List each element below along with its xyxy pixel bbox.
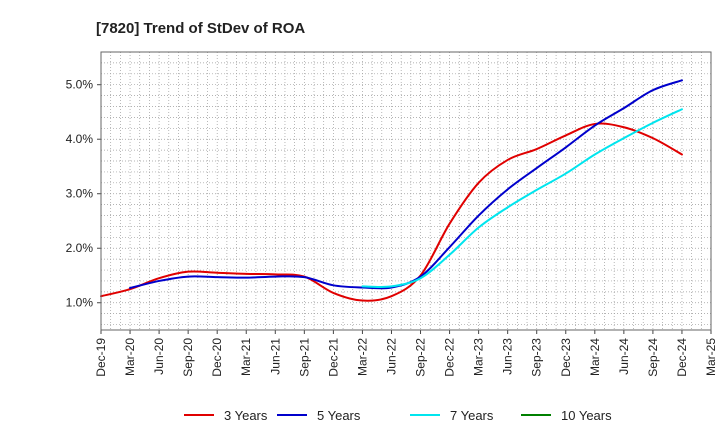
legend-label-5-years: 5 Years [317, 408, 361, 423]
x-tick-label: Jun-24 [617, 338, 631, 375]
x-tick-label: Dec-23 [559, 338, 573, 377]
y-tick-label: 5.0% [66, 78, 94, 92]
legend-label-3-years: 3 Years [224, 408, 268, 423]
legend-label-10-years: 10 Years [561, 408, 612, 423]
series-line-3-years [100, 122, 683, 302]
x-tick-label: Mar-20 [123, 338, 137, 376]
y-axis: 1.0% 2.0% 3.0% 4.0% 5.0% [66, 78, 101, 310]
x-tick-label: Dec-20 [210, 338, 224, 377]
x-tick-label: Mar-23 [472, 338, 486, 376]
series-line-7-years [361, 108, 683, 288]
grid [100, 51, 712, 330]
x-tick-label: Dec-21 [326, 338, 340, 377]
x-tick-label: Sep-22 [414, 338, 428, 377]
x-tick-label: Jun-22 [384, 338, 398, 375]
x-tick-label: Mar-22 [355, 338, 369, 376]
x-tick-label: Dec-24 [675, 338, 689, 377]
y-tick-label: 3.0% [66, 187, 94, 201]
x-tick-label: Mar-21 [239, 338, 253, 376]
x-tick-label: Sep-23 [530, 338, 544, 377]
legend: 3 Years 5 Years 7 Years 10 Years [184, 408, 612, 423]
x-tick-label: Jun-23 [501, 338, 515, 375]
y-tick-label: 1.0% [66, 296, 94, 310]
x-tick-label: Dec-22 [443, 338, 457, 377]
x-tick-label: Sep-24 [646, 338, 660, 377]
x-tick-label: Jun-20 [152, 338, 166, 375]
x-tick-label: Sep-21 [297, 338, 311, 377]
x-tick-label: Mar-24 [588, 338, 602, 376]
x-tick-label: Sep-20 [181, 338, 195, 377]
plot-border [100, 51, 712, 331]
y-tick-label: 2.0% [66, 241, 94, 255]
series-lines [100, 79, 683, 302]
x-tick-label: Dec-19 [94, 338, 108, 377]
legend-label-7-years: 7 Years [450, 408, 494, 423]
x-axis: Dec-19 Mar-20 Jun-20 Sep-20 Dec-20 Mar-21 Jun-… [94, 330, 718, 377]
x-tick-label: Jun-21 [268, 338, 282, 375]
x-tick-label: Mar-25 [704, 338, 718, 376]
y-tick-label: 4.0% [66, 132, 94, 146]
chart-title: [7820] Trend of StDev of ROA [96, 20, 305, 37]
